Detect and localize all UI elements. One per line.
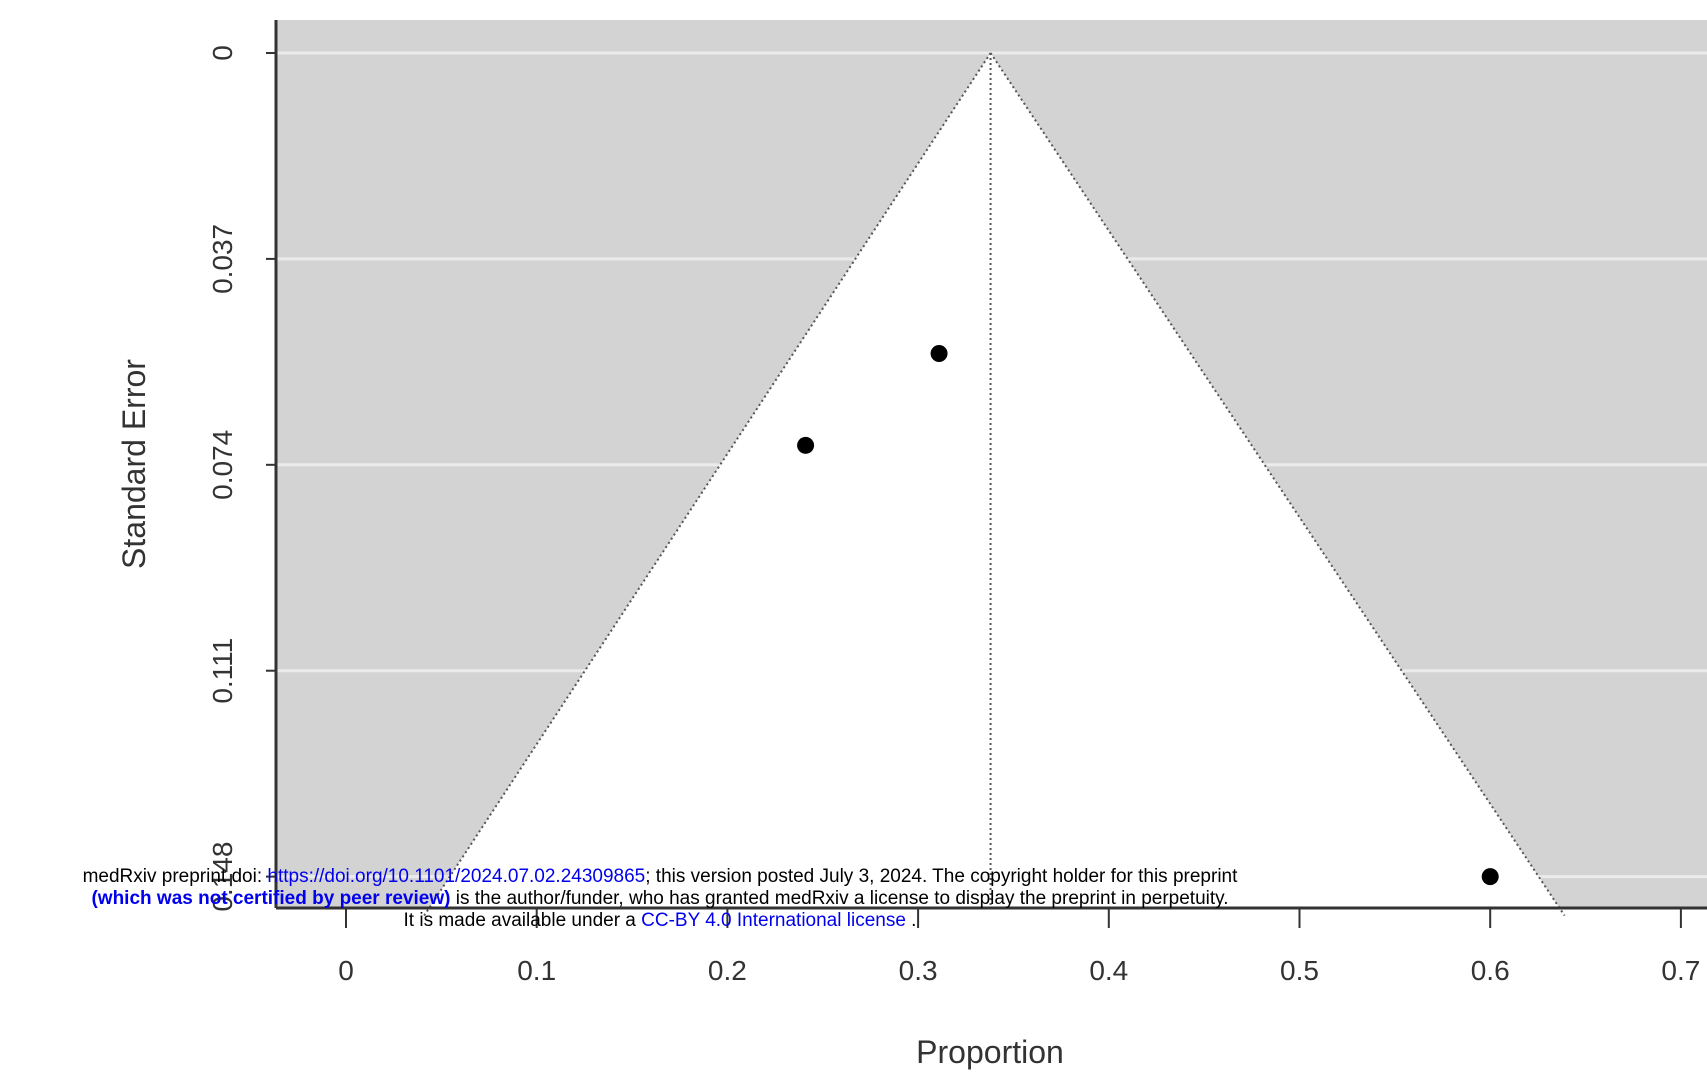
data-points: [797, 345, 1499, 886]
notice-license-text: is the author/funder, who has granted me…: [450, 888, 1229, 909]
x-tick-label-7: 0.7: [1661, 955, 1700, 986]
y-axis: 0 0.037 0.074 0.111 0.148: [207, 45, 276, 912]
funnel-left-edge: [423, 52, 992, 917]
x-tick-label-1: 0.1: [517, 955, 556, 986]
y-tick-label-3: 0.111: [207, 638, 238, 704]
x-tick-label-4: 0.4: [1089, 955, 1128, 986]
preprint-notice: medRxiv preprint doi: https://doi.org/10…: [0, 866, 1320, 932]
x-axis-title: Proportion: [916, 1034, 1064, 1070]
x-tick-label-5: 0.5: [1280, 955, 1319, 986]
y-tick-label-1: 0.037: [207, 224, 238, 294]
x-axis: 0 0.1 0.2 0.3 0.4 0.5 0.6 0.7: [338, 908, 1700, 986]
y-tick-label-4: 0.148: [207, 842, 238, 912]
y-axis-title: Standard Error: [116, 359, 152, 569]
x-tick-label-2: 0.2: [708, 955, 747, 986]
notice-line-3: It is made available under a CC-BY 4.0 I…: [0, 910, 1320, 932]
y-tick-label-2: 0.074: [207, 430, 238, 500]
x-tick-label-0: 0: [338, 955, 354, 986]
notice-version-text: ; this version posted July 3, 2024. The …: [645, 866, 1238, 887]
funnel-region: [424, 53, 1565, 916]
data-point-0: [930, 345, 948, 363]
x-tick-label-3: 0.3: [899, 955, 938, 986]
data-point-1: [797, 436, 815, 454]
doi-link[interactable]: https://doi.org/10.1101/2024.07.02.24309…: [267, 866, 646, 887]
notice-end: .: [905, 910, 917, 931]
x-tick-label-6: 0.6: [1471, 955, 1510, 986]
notice-availability-text: It is made available under a: [403, 910, 642, 931]
notice-prefix: medRxiv preprint doi:: [82, 866, 268, 887]
data-point-2: [1481, 868, 1499, 886]
y-tick-label-0: 0: [207, 45, 238, 61]
notice-line-2: (which was not certified by peer review)…: [0, 888, 1320, 910]
license-link[interactable]: CC-BY 4.0 International license: [641, 910, 906, 931]
peer-review-link[interactable]: (which was not certified by peer review): [91, 888, 451, 909]
notice-line-1: medRxiv preprint doi: https://doi.org/10…: [0, 866, 1320, 888]
